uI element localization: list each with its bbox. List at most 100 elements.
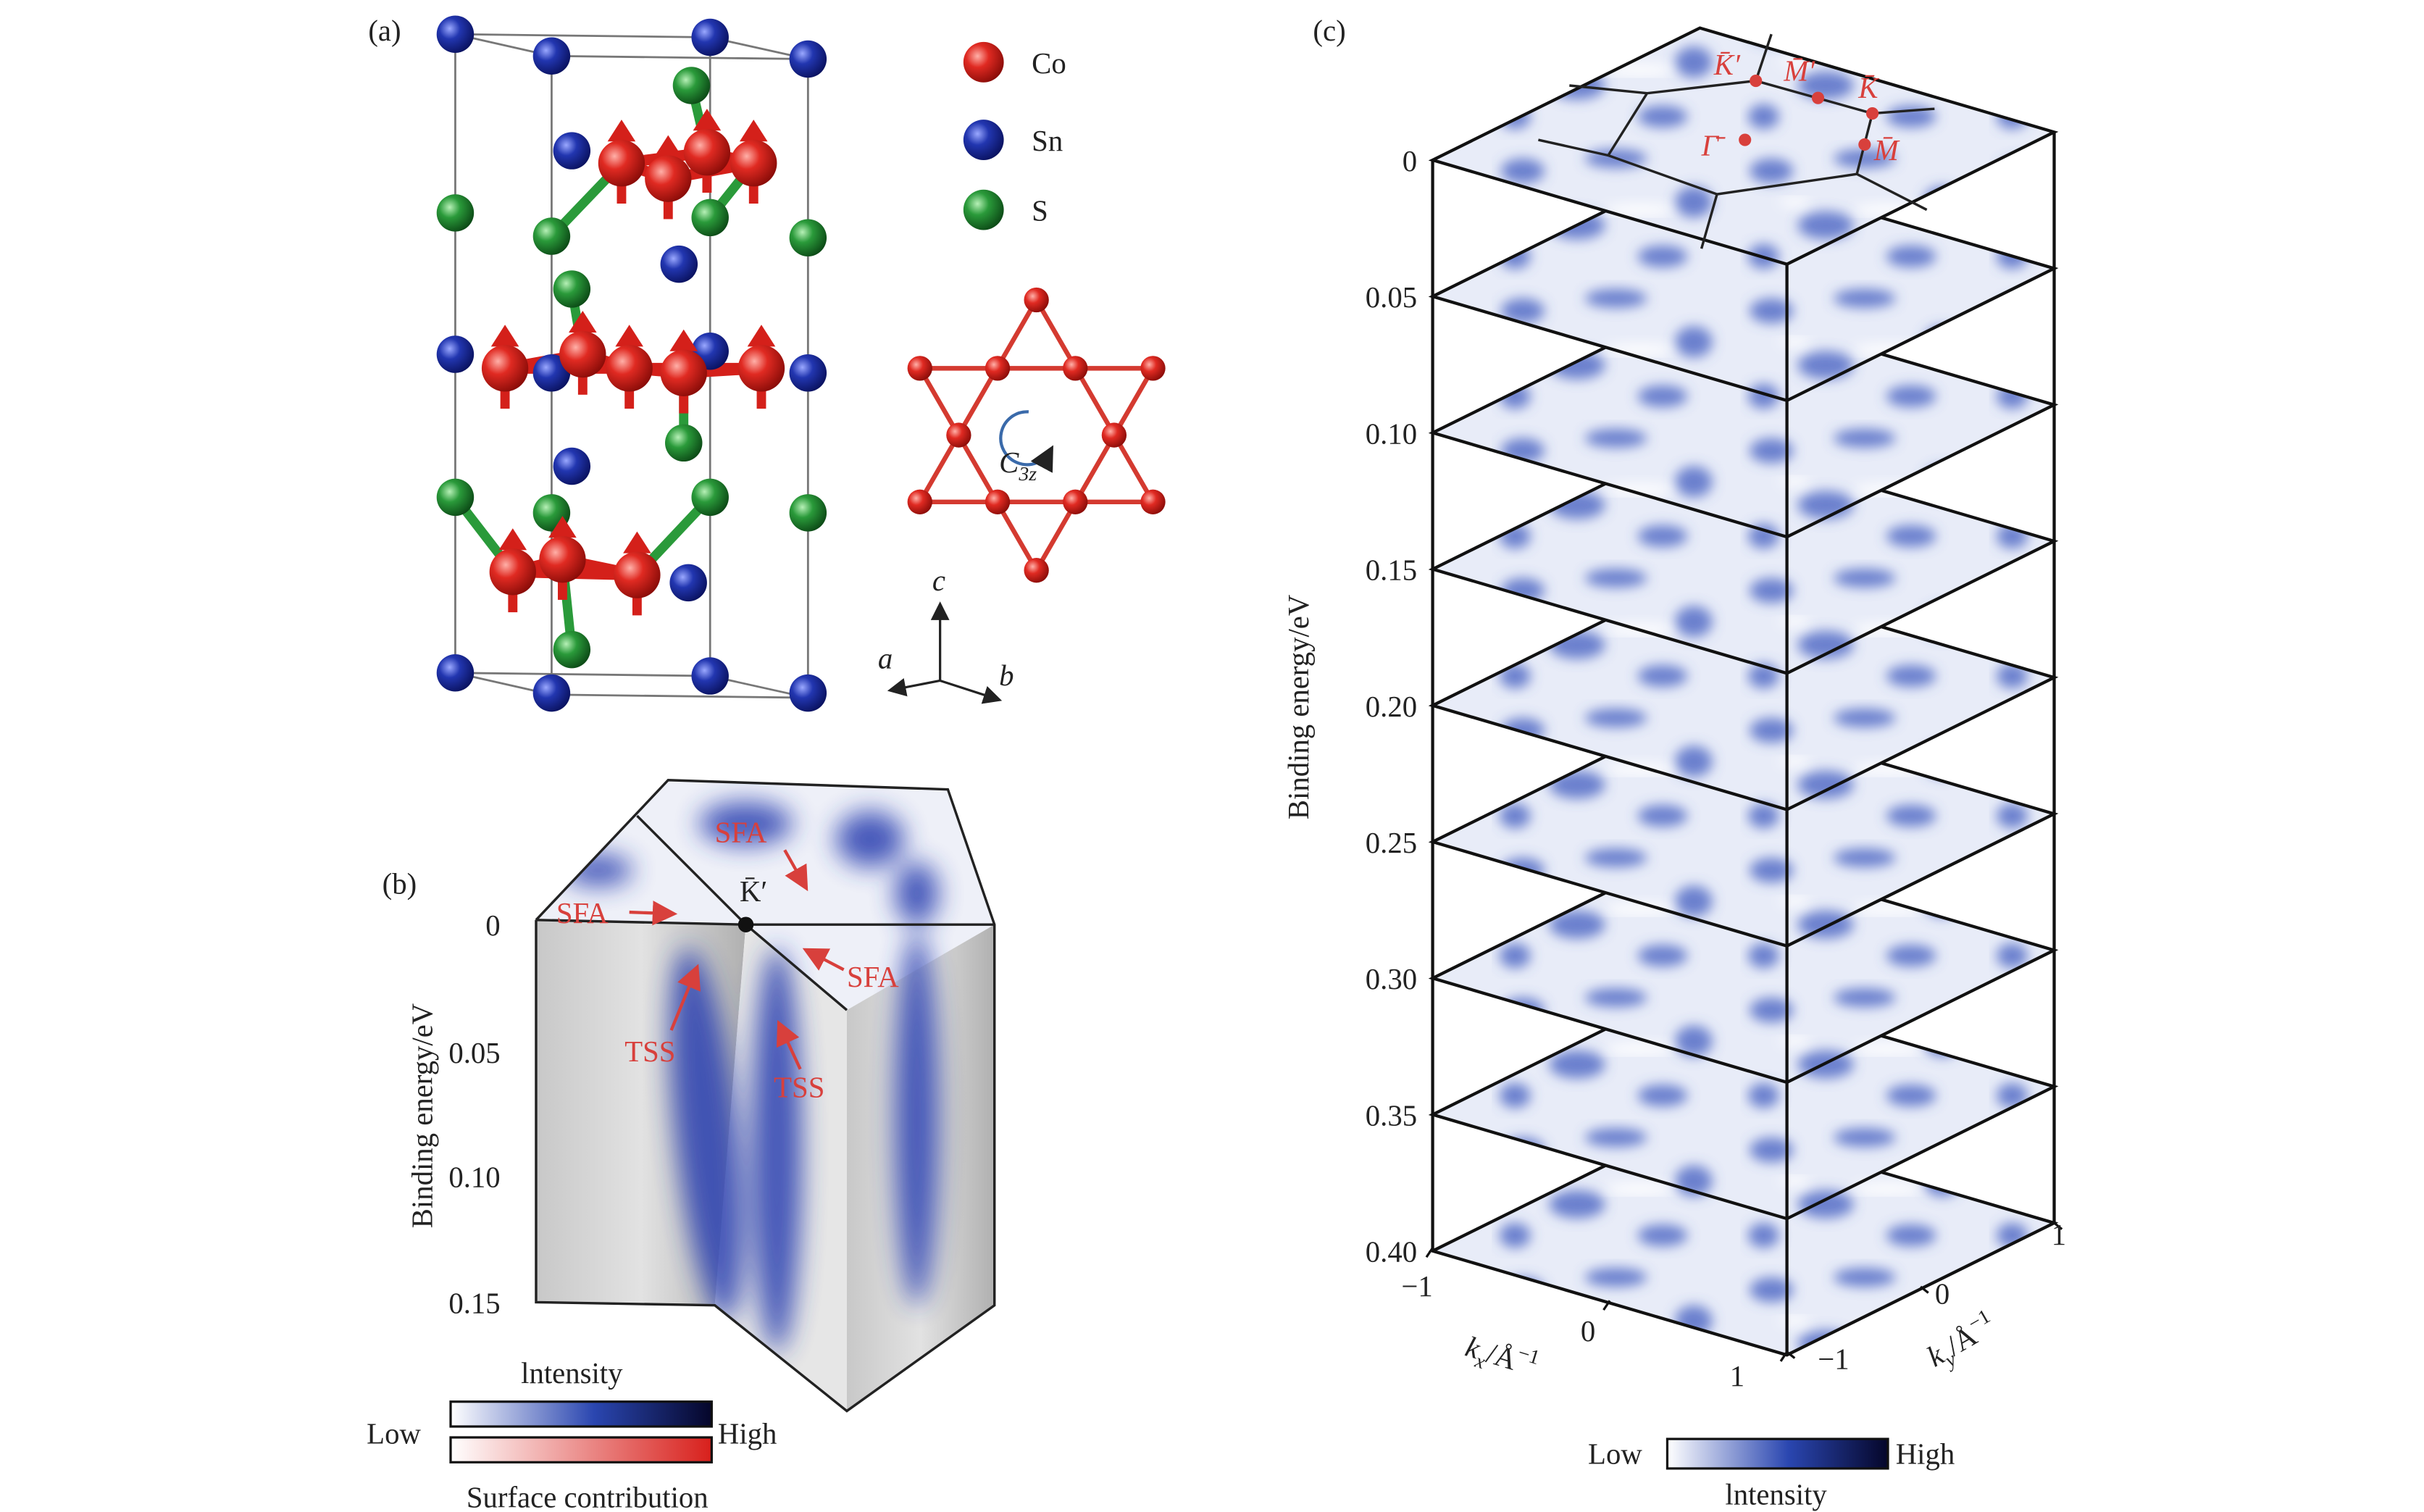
annotation-arrows <box>629 849 845 1070</box>
spin-arrow <box>490 325 519 347</box>
crystal-structure <box>436 15 827 712</box>
tick-mark <box>1425 1247 1434 1258</box>
s-atom <box>672 67 711 104</box>
colorbar-low: Low <box>367 1418 421 1450</box>
panel-label: (b) <box>383 867 417 900</box>
annotation: TSS <box>624 1035 675 1068</box>
co-atom <box>614 551 661 598</box>
kx-axis-label: kx/Å−1 <box>1460 1327 1542 1389</box>
spin-arrow <box>498 528 527 551</box>
block-edges <box>535 779 996 1413</box>
bz-label: M̄′ <box>1783 55 1815 88</box>
s-atom <box>436 478 475 517</box>
bz-label: K̄ <box>1857 72 1879 104</box>
kagome-bond <box>917 367 1039 572</box>
y-tick-label: 0.15 <box>448 1287 500 1319</box>
rotation-arrow <box>999 410 1054 473</box>
y-tick-label: 0.25 <box>1366 827 1417 859</box>
co-atom <box>1140 489 1166 514</box>
symbol: C <box>999 446 1019 479</box>
co-atom <box>1024 558 1049 583</box>
co-atom <box>985 356 1011 381</box>
y-tick-label: −1 <box>1818 1343 1849 1376</box>
legend-swatch <box>963 41 1004 83</box>
y-axis-label: Binding energy/eV <box>1282 595 1315 819</box>
spin-arrow <box>607 120 636 142</box>
s-atom <box>665 424 703 462</box>
s-atom <box>789 219 827 256</box>
sn-atom <box>532 674 571 712</box>
kagome-bond <box>1034 298 1155 504</box>
y-tick-label: 0.35 <box>1366 1099 1417 1132</box>
sn-atom <box>789 674 827 712</box>
sn-atom <box>436 335 475 373</box>
co-atom <box>730 140 777 187</box>
unit: /Å <box>1483 1337 1521 1377</box>
colorbar-high: High <box>718 1418 777 1450</box>
panel-label: (c) <box>1313 14 1345 47</box>
co-atom <box>660 349 707 396</box>
k-point <box>737 916 754 932</box>
colorbar <box>449 1436 713 1463</box>
bz-boundary <box>1872 107 1935 115</box>
sn-atom <box>532 354 571 392</box>
bz-point <box>1865 107 1879 120</box>
co-atom <box>481 345 529 392</box>
spin-arrow <box>693 109 722 131</box>
tick-mark <box>1602 1300 1611 1311</box>
sn-atom <box>436 654 475 692</box>
y-tick-label: 0.40 <box>1366 1236 1417 1269</box>
annotation: SFA <box>556 897 609 930</box>
bz-boundary <box>1700 193 1718 249</box>
s-atom <box>691 199 729 237</box>
axis-arrow <box>887 678 940 697</box>
co-atom <box>1024 287 1049 313</box>
y-tick-label: 0.20 <box>1366 690 1417 723</box>
co-atom <box>598 140 645 187</box>
annotation: SFA <box>847 961 899 993</box>
sn-atom <box>660 245 698 283</box>
tick-mark <box>2053 1221 2063 1230</box>
co-atom <box>907 489 932 514</box>
x-tick-label: −1 <box>1401 1270 1432 1303</box>
co-atom <box>985 489 1011 514</box>
bz-label: K̄′ <box>1713 49 1741 81</box>
annotation: TSS <box>774 1071 824 1103</box>
x-tick-label: 1 <box>1730 1360 1744 1392</box>
colorbar <box>449 1400 713 1428</box>
bz-point <box>1750 74 1763 88</box>
y-tick-label: 0.15 <box>1366 554 1417 587</box>
legend-label: S <box>1032 195 1048 227</box>
kagome-lattice <box>907 287 1166 583</box>
co-atom <box>539 536 586 583</box>
sn-atom <box>691 18 729 57</box>
co-atom <box>907 356 932 381</box>
colorbar-title: lntensity <box>521 1357 623 1390</box>
x-tick-label: 0 <box>1581 1315 1595 1348</box>
bz-label: M̄ <box>1873 134 1900 167</box>
bz-boundary <box>1856 172 1928 212</box>
y-axis-label: Binding energy/eV <box>406 1003 438 1228</box>
legend-swatch <box>963 120 1004 160</box>
y-tick-label: 0.05 <box>448 1037 500 1069</box>
subscript: 3z <box>1018 463 1037 485</box>
point-label: K̄′ <box>740 875 767 908</box>
colorbar-high: High <box>1896 1437 1955 1470</box>
co-atom <box>683 129 731 176</box>
panel-b: (b) K̄′ 0 0.05 0.10 0.15 Binding energy/… <box>367 779 996 1512</box>
y-tick-label: 0 <box>485 909 500 942</box>
kagome-bond <box>1034 367 1155 572</box>
axis-arrow <box>940 679 1003 704</box>
co-atom <box>559 330 606 378</box>
tick-mark <box>1920 1285 1929 1294</box>
axes-triad <box>887 601 1003 704</box>
bz-boundary <box>1538 138 1609 157</box>
co-atom <box>1063 356 1088 381</box>
sn-atom <box>789 354 827 392</box>
cell-edge <box>551 693 808 699</box>
annotation: SFA <box>715 816 767 849</box>
cell-edge <box>455 672 711 677</box>
y-tick-label: 0.10 <box>1366 417 1417 450</box>
s-atom <box>691 478 729 517</box>
